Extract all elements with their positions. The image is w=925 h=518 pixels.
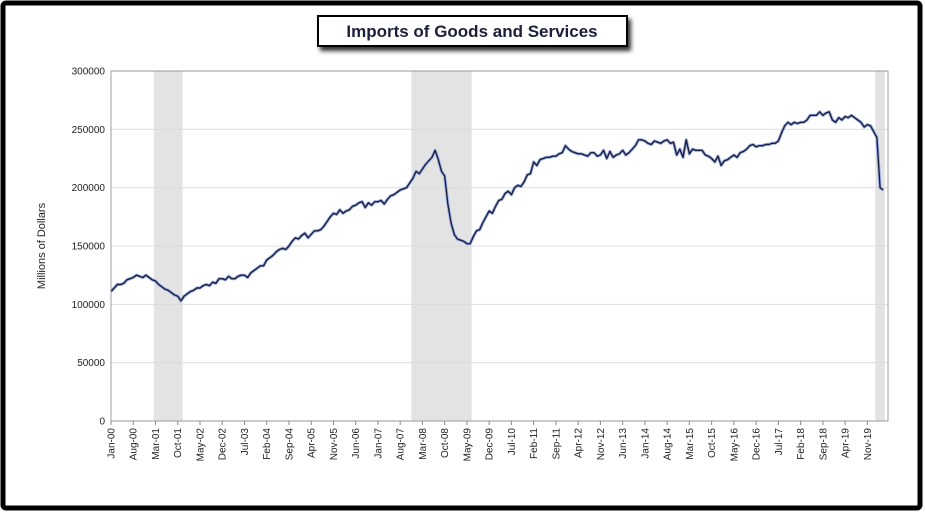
x-tick-label: Nov-12 [596,428,607,461]
x-tick-label: Jul-10 [507,428,518,456]
x-tick-label: Dec-02 [218,428,229,461]
x-tick-label: Mar-15 [685,428,696,460]
y-tick-label: 100000 [72,300,106,311]
y-tick-label: 50000 [77,358,105,369]
y-tick-label: 0 [99,417,105,428]
y-tick-label: 200000 [72,183,106,194]
y-tick-label: 250000 [72,125,106,136]
x-tick-label: Jan-14 [640,428,651,459]
x-tick-label: Jan-00 [107,428,118,459]
y-tick-label: 150000 [72,242,106,253]
x-tick-label: Aug-14 [663,428,674,461]
x-tick-label: Nov-19 [863,428,874,461]
x-tick-label: May-16 [729,428,740,462]
x-tick-label: Mar-01 [151,428,162,460]
y-axis-label: Millions of Dollars [36,202,48,289]
x-tick-label: Jun-06 [351,428,362,459]
x-tick-label: Nov-05 [329,428,340,461]
x-tick-label: Jul-17 [774,428,785,456]
x-tick-label: Dec-09 [485,428,496,461]
x-tick-label: Apr-19 [841,428,852,458]
x-tick-label: Sep-11 [551,428,562,460]
x-tick-label: Mar-08 [418,428,429,460]
x-tick-label: Dec-16 [752,428,763,461]
x-tick-label: Apr-12 [574,428,585,458]
x-tick-label: Oct-15 [707,428,718,458]
x-tick-label: Jul-03 [240,428,251,456]
y-tick-label: 300000 [72,67,106,78]
plot-border [110,70,889,422]
title-box [317,15,628,47]
x-tick-label: Aug-00 [129,428,140,461]
x-tick-label: Jan-07 [373,428,384,459]
x-tick-label: Sep-04 [284,428,295,461]
x-tick-label: Feb-11 [529,428,540,459]
x-tick-label: Apr-05 [307,428,318,458]
x-tick-label: Oct-08 [440,428,451,458]
x-tick-label: May-09 [462,428,473,462]
x-tick-label: Oct-01 [173,428,184,458]
x-tick-label: Aug-07 [396,428,407,461]
x-tick-label: Jun-13 [618,428,629,459]
x-tick-label: Feb-18 [796,428,807,460]
x-tick-label: Feb-04 [262,428,273,460]
chart-title: Imports of Goods and Services [346,22,597,41]
x-tick-label: May-02 [195,428,206,462]
line [110,111,884,302]
x-tick-label: Sep-18 [818,428,829,461]
